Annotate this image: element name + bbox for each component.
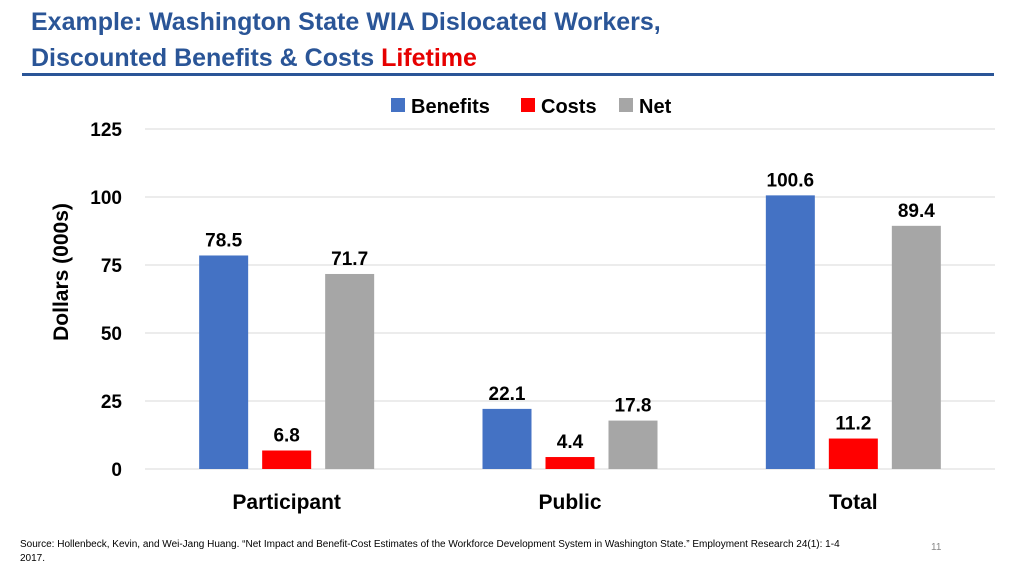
bar-costs-public: [545, 457, 595, 469]
title-divider: [22, 73, 994, 76]
x-tick-label-total: Total: [829, 491, 878, 514]
legend-label-benefits: Benefits: [411, 96, 490, 118]
title-line-2: Discounted Benefits & Costs Lifetime: [31, 40, 661, 76]
bar-net-participant: [325, 273, 375, 469]
slide-title: Example: Washington State WIA Dislocated…: [31, 4, 661, 76]
y-tick-label-125: 125: [90, 120, 122, 141]
legend-label-costs: Costs: [541, 96, 597, 118]
title-highlight: Lifetime: [381, 44, 477, 72]
bar-net-public: [608, 420, 658, 469]
data-label-benefits-participant: 78.5: [205, 230, 242, 251]
data-label-net-public: 17.8: [615, 396, 652, 417]
legend-swatch-costs: [521, 98, 535, 112]
data-label-net-participant: 71.7: [331, 249, 368, 270]
title-line-2-prefix: Discounted Benefits & Costs: [31, 44, 382, 72]
bar-benefits-participant: [199, 255, 249, 469]
bar-net-total: [891, 225, 941, 469]
source-citation: Source: Hollenbeck, Kevin, and Wei-Jang …: [20, 539, 840, 564]
x-tick-label-public: Public: [538, 491, 601, 514]
bar-chart: 0 25 50 75 100 125 Dollars (000s) 78.5 6.8 71.7 Pa…: [50, 96, 995, 514]
legend-swatch-benefits: [391, 98, 405, 112]
y-tick-label-0: 0: [111, 460, 122, 481]
page-number: 11: [931, 542, 942, 553]
legend-label-net: Net: [639, 96, 672, 118]
y-axis-label: Dollars (000s): [50, 203, 73, 341]
bar-benefits-total: [765, 195, 815, 470]
data-label-benefits-total: 100.6: [767, 170, 815, 191]
y-tick-label-75: 75: [101, 256, 123, 277]
data-label-costs-participant: 6.8: [273, 426, 299, 447]
bar-benefits-public: [482, 408, 532, 469]
y-tick-label-50: 50: [101, 324, 122, 345]
legend-swatch-net: [619, 98, 633, 112]
y-tick-label-25: 25: [101, 392, 123, 413]
title-line-1: Example: Washington State WIA Dislocated…: [31, 8, 661, 36]
bar-costs-total: [828, 438, 878, 469]
data-label-costs-public: 4.4: [557, 432, 584, 453]
data-label-costs-total: 11.2: [835, 414, 871, 435]
data-label-benefits-public: 22.1: [489, 384, 526, 405]
bar-costs-participant: [262, 450, 312, 469]
data-label-net-total: 89.4: [898, 201, 935, 222]
y-tick-label-100: 100: [90, 188, 122, 209]
x-tick-label-participant: Participant: [232, 491, 341, 514]
